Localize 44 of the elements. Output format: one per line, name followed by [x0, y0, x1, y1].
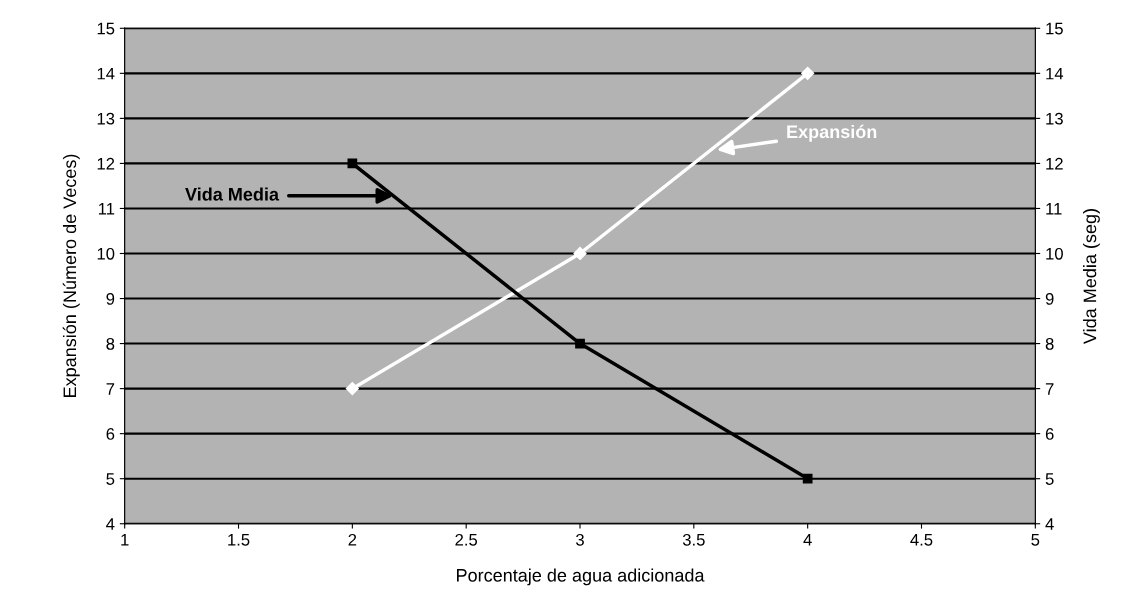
- y-tick-label: 4: [106, 518, 115, 530]
- point: [347, 158, 358, 169]
- y-tick-label: 5: [106, 473, 115, 485]
- x-axis-title: Porcentaje de agua adicionada: [457, 568, 705, 586]
- y-tick-label: 11: [98, 203, 115, 215]
- y-tick-label: 7: [106, 383, 115, 395]
- x-tick-label: 4: [803, 534, 812, 546]
- y2-tick-label: 4: [1045, 518, 1054, 530]
- x-tick-label: 1: [121, 534, 129, 546]
- y2-axis-title: Vida Media (seg): [1083, 209, 1100, 345]
- y-tick-label: 13: [97, 112, 115, 125]
- annotation: Vida Media: [185, 187, 280, 201]
- y2-tick-label: 13: [1046, 112, 1063, 125]
- x-tick-label: 1.5: [228, 534, 250, 546]
- y2-tick-label: 11: [1046, 203, 1062, 215]
- y2-tick-label: 14: [1046, 67, 1064, 80]
- y-tick-label: 6: [106, 428, 115, 440]
- x-tick-label: 5: [1031, 534, 1040, 546]
- annotation: Expansión: [787, 124, 877, 142]
- y-tick-label: 8: [106, 337, 115, 350]
- y2-tick-label: 12: [1046, 157, 1063, 170]
- y2-tick-label: 6: [1045, 428, 1054, 440]
- y-tick-label: 12: [97, 157, 115, 170]
- x-tick-label: 2.5: [455, 533, 478, 546]
- point: [573, 246, 587, 261]
- y2-tick-label: 10: [1046, 247, 1063, 260]
- y-tick-label: 10: [97, 247, 115, 260]
- y2-tick-label: 15: [1046, 22, 1063, 35]
- y2-tick-label: 9: [1045, 292, 1054, 305]
- y-tick-label: 9: [106, 292, 115, 305]
- point: [345, 382, 359, 396]
- y-axis-title: Expansión (Número de Veces): [62, 154, 80, 397]
- y2-tick-label: 8: [1045, 337, 1054, 350]
- y2-tick-label: 5: [1045, 473, 1054, 485]
- x-tick-label: 4.5: [910, 534, 933, 546]
- point: [802, 473, 813, 484]
- x-tick-label: 3: [576, 533, 584, 546]
- x-tick-label: 2: [348, 533, 357, 546]
- y-tick-label: 15: [97, 22, 115, 35]
- y2-tick-label: 7: [1045, 383, 1054, 395]
- point: [801, 66, 815, 80]
- x-tick-label: 3.5: [682, 533, 705, 546]
- point: [575, 338, 585, 349]
- y-tick-label: 14: [97, 67, 115, 80]
